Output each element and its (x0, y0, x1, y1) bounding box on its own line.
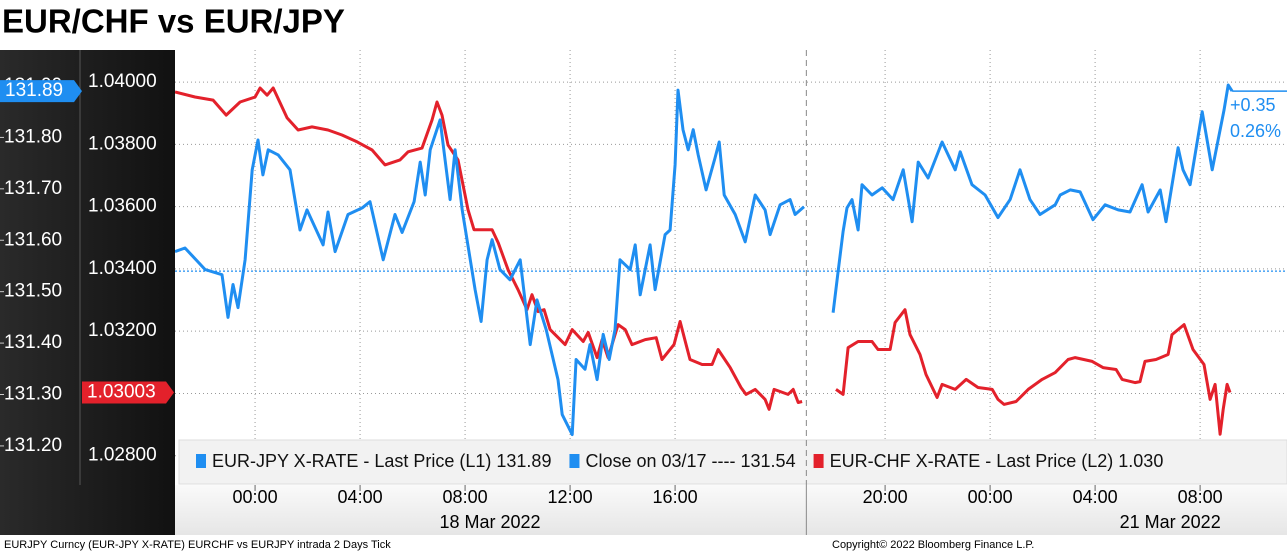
x-tick-label: 08:00 (1178, 487, 1223, 507)
last-value-box (0, 80, 82, 103)
x-axis-band (175, 485, 1287, 535)
x-tick-label: 04:00 (338, 487, 383, 507)
y2-tick-label: 1.03600 (88, 196, 157, 217)
change-label: 0.26% (1230, 121, 1281, 141)
last-value-label: 131.89 (5, 80, 63, 101)
x-tick-label: 12:00 (548, 487, 593, 507)
x-tick-label: 08:00 (443, 487, 488, 507)
legend-label: Close on 03/17 ---- 131.54 (585, 451, 795, 471)
y-tick-label: 131.20 (4, 435, 62, 456)
x-tick-label: 00:00 (233, 487, 278, 507)
y2-tick-label: 1.03400 (88, 258, 157, 279)
chart-title: EUR/CHF vs EUR/JPY (2, 3, 345, 40)
legend-label: EUR-JPY X-RATE - Last Price (L1) 131.89 (212, 451, 551, 471)
y2-tick-label: 1.02800 (88, 445, 157, 466)
plot-area: EUR-JPY X-RATE - Last Price (L1) 131.89 C… (175, 50, 1287, 485)
last-value-box (82, 381, 174, 404)
axis-panel (0, 50, 175, 535)
last-value-label: 1.03003 (87, 382, 156, 403)
legend-box (178, 439, 1287, 485)
change-label: +0.35 (1230, 95, 1276, 115)
x-tick-label: 04:00 (1073, 487, 1118, 507)
x-tick-label: 20:00 (863, 487, 908, 507)
legend-swatch (569, 454, 580, 468)
y-tick-label: 131.40 (4, 332, 62, 353)
footer-source: EURJPY Curncy (EUR-JPY X-RATE) EURCHF vs… (4, 539, 391, 551)
x-tick-label: 16:00 (653, 487, 698, 507)
x-tick-label: 00:00 (968, 487, 1013, 507)
legend-label: EUR-CHF X-RATE - Last Price (L2) 1.030 (830, 451, 1164, 471)
y-tick-label: 131.80 (4, 126, 62, 147)
y-tick-label: 131.50 (4, 281, 62, 302)
y-tick-label: 131.30 (4, 384, 62, 405)
legend-swatch (196, 454, 206, 468)
footer-copyright: Copyright© 2022 Bloomberg Finance L.P. (832, 539, 1034, 551)
x-date-label: 21 Mar 2022 (1120, 512, 1221, 532)
x-date-label: 18 Mar 2022 (439, 512, 540, 532)
y2-tick-label: 1.04000 (88, 71, 157, 92)
y2-tick-label: 1.03800 (88, 133, 157, 154)
legend-swatch (813, 454, 824, 468)
series-line (175, 83, 1234, 437)
y-tick-label: 131.70 (4, 178, 62, 199)
y2-tick-label: 1.03200 (88, 320, 157, 341)
y-tick-label: 131.60 (4, 229, 62, 250)
